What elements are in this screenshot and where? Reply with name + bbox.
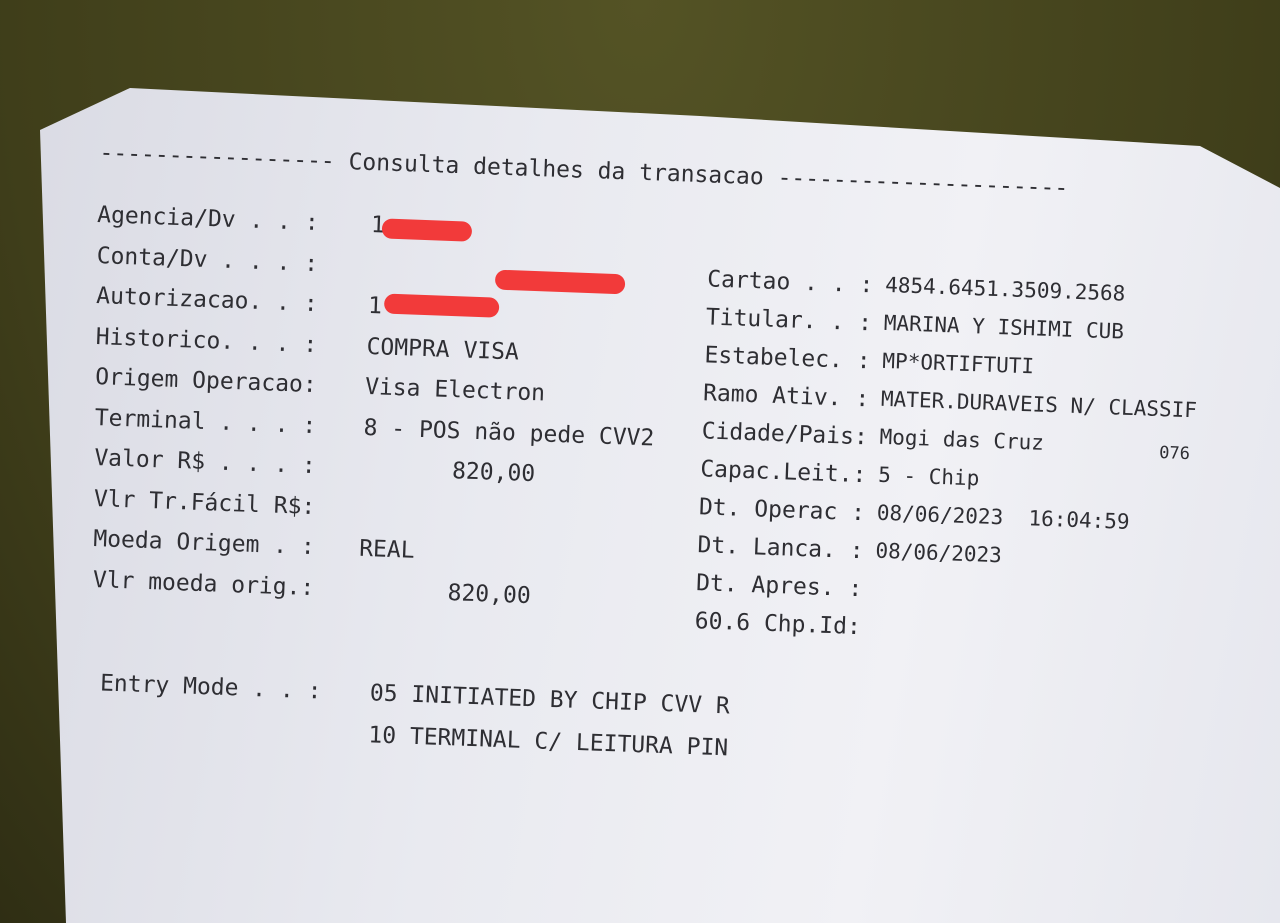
field-value: 8 - POS não pede CVV2	[363, 414, 655, 452]
field-label: Origem Operacao:	[94, 363, 318, 399]
field-label: Dt. Apres. :	[695, 570, 863, 603]
field-label: Cartao . . :	[706, 266, 874, 299]
redaction-mark	[381, 218, 473, 242]
field-value: REAL	[358, 535, 416, 564]
field-label: Terminal . . . :	[94, 404, 317, 439]
field-label: Vlr Tr.Fácil R$:	[93, 485, 316, 520]
field-label: Ramo Ativ. :	[702, 380, 870, 413]
field-label: Dt. Operac :	[698, 494, 866, 527]
field-label: Vlr moeda orig.:	[92, 566, 315, 601]
field-label: Conta/Dv . . . :	[96, 242, 319, 277]
field-value: MARINA Y ISHIMI CUB	[883, 310, 1125, 344]
field-label: Dt. Lanca. :	[697, 532, 865, 565]
field-value: Visa Electron	[364, 373, 546, 407]
field-label: Estabelec. :	[704, 342, 872, 375]
field-value: 5 - Chip	[877, 462, 980, 491]
entry-mode-line2: 10 TERMINAL C/ LEITURA PIN	[367, 722, 729, 762]
country-code: 076	[1158, 443, 1191, 465]
field-label: Titular. . :	[705, 304, 873, 337]
field-label: Autorizacao. . :	[95, 282, 319, 318]
field-label: Capac.Leit.:	[699, 456, 867, 489]
field-label: Moeda Origem . :	[92, 526, 316, 561]
field-value: COMPRA VISA	[366, 333, 520, 365]
field-value: 08/06/2023 16:04:59	[876, 500, 1131, 534]
redaction-mark	[494, 269, 626, 295]
redaction-mark	[383, 293, 500, 318]
field-label: Cidade/Pais:	[701, 418, 869, 451]
transaction-details: ----------------- Consulta detalhes da t…	[77, 140, 1250, 822]
field-value: 1	[367, 292, 383, 320]
field-label: 60.6 Chp.Id:	[694, 608, 862, 641]
field-label: Historico. . . :	[95, 323, 318, 358]
field-value: 08/06/2023	[875, 538, 1003, 568]
field-label: Valor R$ . . . :	[93, 445, 317, 480]
field-value: MATER.DURAVEIS N/ CLASSIF	[880, 386, 1198, 423]
entry-mode-label: Entry Mode . . :	[99, 670, 322, 705]
field-label: Agencia/Dv . . :	[96, 201, 320, 237]
field-value: Mogi das Cruz	[879, 424, 1045, 455]
entry-mode-line1: 05 INITIATED BY CHIP CVV R	[369, 680, 731, 720]
field-value: 820,00	[451, 458, 536, 488]
field-value: 4854.6451.3509.2568	[884, 272, 1126, 306]
field-value: 820,00	[447, 579, 532, 609]
field-value: MP*ORTIFTUTI	[881, 348, 1035, 379]
